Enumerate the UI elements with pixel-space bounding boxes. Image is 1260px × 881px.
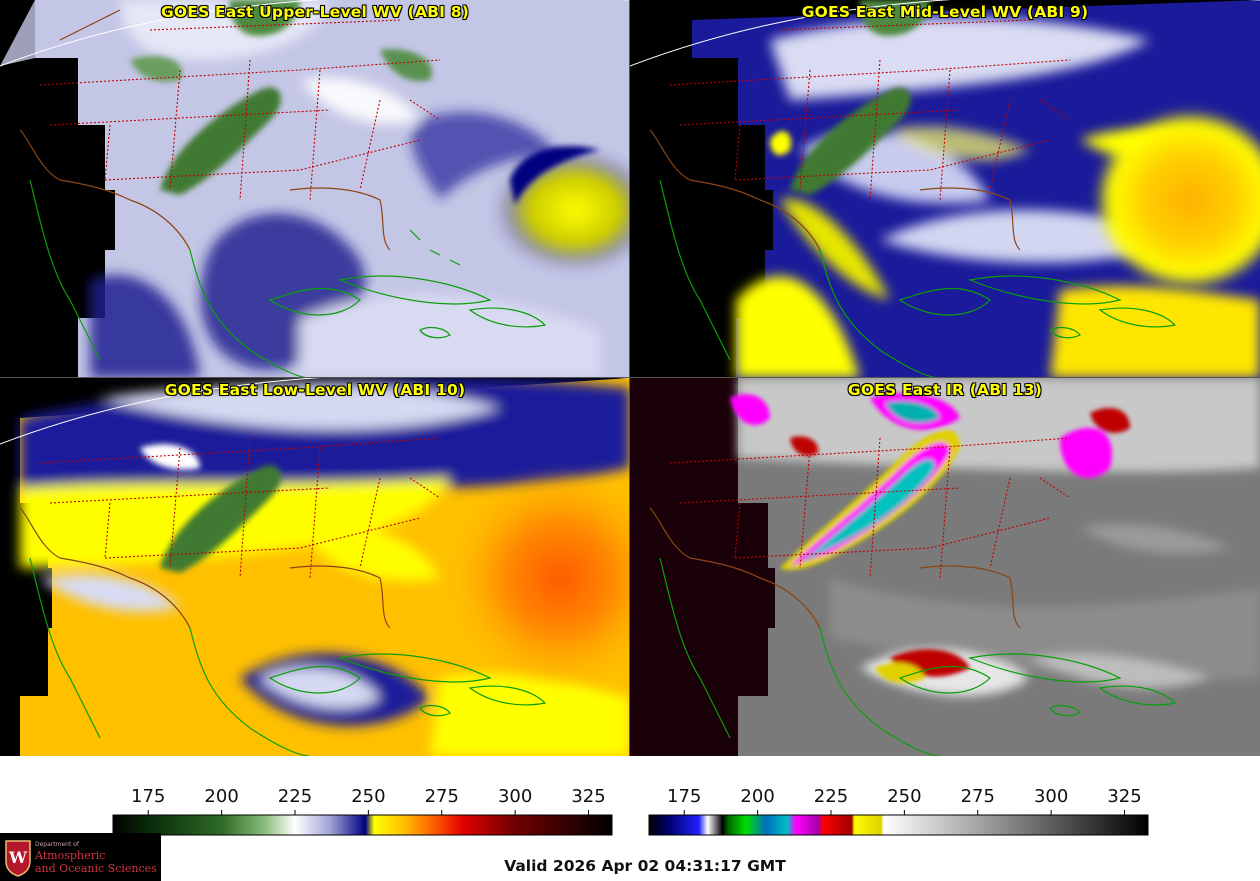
coastline-border — [649, 507, 1021, 629]
logo-line-1: Atmospheric — [35, 849, 106, 862]
university-seal-icon: W — [5, 840, 31, 877]
infrared-image — [630, 378, 1260, 756]
water-vapor-colorbar: 175 200 225 250 275 300 325 — [100, 783, 625, 838]
infrared-panel: GOES East IR (ABI 13) — [630, 378, 1260, 756]
upper-level-wv-panel: GOES East Upper-Level WV (ABI 8) — [0, 0, 630, 378]
aos-logo: W Department of Atmospheric and Oceanic … — [0, 833, 161, 881]
seal-letter: W — [8, 848, 28, 867]
mid-level-wv-panel: GOES East Mid-Level WV (ABI 9) — [630, 0, 1260, 378]
coastline-border — [19, 507, 391, 629]
water-vapor-colorbar-svg: 175 200 225 250 275 300 325 — [112, 786, 613, 836]
state-borders — [39, 437, 441, 579]
infrared-colorbar: 175 200 225 250 275 300 325 — [636, 783, 1161, 838]
logo-department: Department of — [35, 841, 79, 848]
colorbar-tick-label: 275 — [961, 786, 995, 807]
panel-divider — [629, 0, 630, 756]
colorbar-tick-label: 175 — [667, 786, 701, 807]
colorbar-tick-label: 200 — [204, 786, 238, 807]
panel-title: GOES East Upper-Level WV (ABI 8) — [160, 3, 470, 21]
colorbar-tick-label: 225 — [278, 786, 312, 807]
colorbar-tick-label: 200 — [740, 786, 774, 807]
state-borders — [669, 437, 1071, 579]
state-borders — [39, 19, 441, 201]
colorbar-gradient — [648, 814, 1149, 836]
colorbar-tick-label: 250 — [351, 786, 385, 807]
colorbar-tick-label: 325 — [571, 786, 605, 807]
low-level-wv-image — [0, 378, 630, 756]
valid-time: Valid 2026 Apr 02 04:31:17 GMT — [504, 857, 786, 875]
panel-title: GOES East Low-Level WV (ABI 10) — [164, 381, 466, 399]
colorbar-tick-label: 175 — [131, 786, 165, 807]
colorbar-tick-label: 325 — [1107, 786, 1141, 807]
upper-level-wv-image — [0, 0, 630, 378]
panel-divider — [0, 377, 1260, 378]
coastline — [659, 179, 1177, 378]
infrared-colorbar-svg: 175 200 225 250 275 300 325 — [648, 786, 1149, 836]
coastline-border — [19, 9, 391, 251]
coastline — [659, 557, 1177, 756]
colorbar-tick-label: 275 — [425, 786, 459, 807]
colorbar-tick-label: 250 — [887, 786, 921, 807]
logo-line-2: and Oceanic Sciences — [35, 862, 157, 875]
state-borders — [669, 19, 1071, 201]
colorbar-tick-label: 300 — [1034, 786, 1068, 807]
coastline-border — [649, 129, 1021, 251]
colorbar-gradient — [112, 814, 613, 836]
mid-level-wv-image — [630, 0, 1260, 378]
coastline — [29, 557, 547, 756]
colorbar-tick-label: 225 — [814, 786, 848, 807]
colorbar-tick-label: 300 — [498, 786, 532, 807]
panel-title: GOES East IR (ABI 13) — [847, 381, 1043, 399]
low-level-wv-panel: GOES East Low-Level WV (ABI 10) — [0, 378, 630, 756]
coastline — [29, 179, 547, 378]
panel-title: GOES East Mid-Level WV (ABI 9) — [801, 3, 1089, 21]
